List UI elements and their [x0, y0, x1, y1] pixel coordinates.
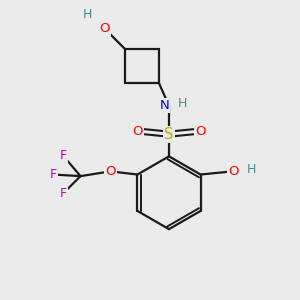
- Text: F: F: [59, 187, 67, 200]
- Text: F: F: [59, 149, 67, 162]
- Text: F: F: [50, 168, 57, 181]
- Text: H: H: [178, 97, 187, 110]
- Text: O: O: [100, 22, 110, 35]
- Text: O: O: [105, 165, 116, 178]
- Text: S: S: [164, 127, 174, 142]
- Text: O: O: [132, 124, 142, 137]
- Text: H: H: [247, 163, 256, 176]
- Text: O: O: [229, 165, 239, 178]
- Text: O: O: [195, 124, 206, 137]
- Text: H: H: [82, 8, 92, 21]
- Text: N: N: [159, 99, 169, 112]
